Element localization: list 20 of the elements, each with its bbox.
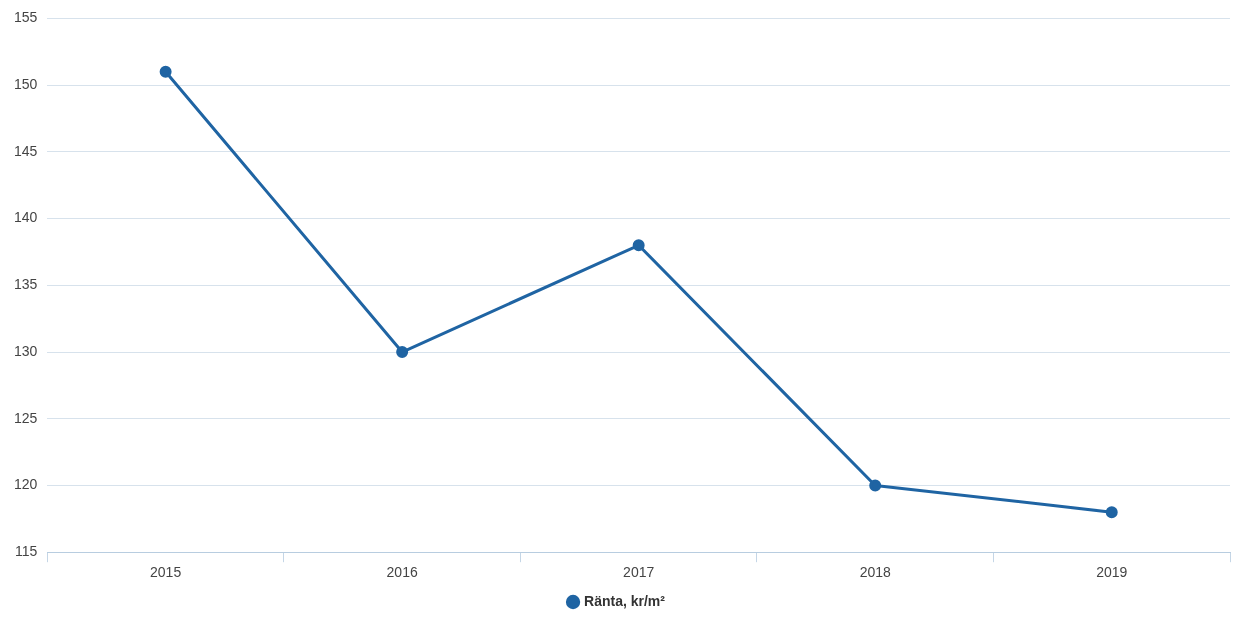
x-tick-label: 2017 <box>623 564 655 581</box>
y-tick-label: 145 <box>14 142 38 159</box>
x-tick-label: 2019 <box>1096 564 1128 581</box>
x-tick-label: 2015 <box>150 564 182 581</box>
point <box>869 479 882 492</box>
y-tick-label: 130 <box>14 342 38 359</box>
x-tick-label: 2018 <box>859 564 891 581</box>
y-tick-label: 125 <box>14 409 38 426</box>
point <box>1105 506 1118 519</box>
y-tick-label: 115 <box>15 543 38 560</box>
point <box>632 239 645 252</box>
point <box>159 65 172 78</box>
y-tick-label: 155 <box>14 9 38 26</box>
x-tick-label: 2016 <box>386 564 418 581</box>
y-tick-label: 140 <box>14 209 38 226</box>
y-tick-label: 120 <box>14 476 38 493</box>
y-tick-label: 135 <box>14 276 38 293</box>
legend-label: Ränta, kr/m² <box>584 592 666 609</box>
y-tick-label: 150 <box>14 75 38 92</box>
point <box>396 346 409 359</box>
